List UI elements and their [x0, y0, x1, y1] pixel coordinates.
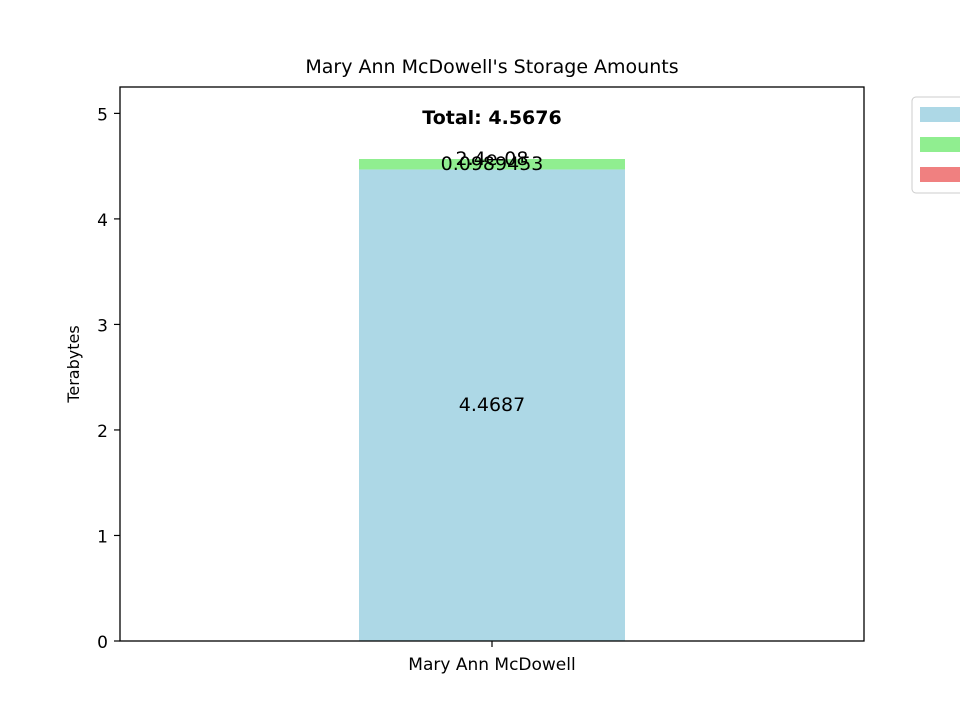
plot-frame [119, 86, 865, 642]
y-tick-label: 2 [97, 422, 108, 442]
y-tick-label: 4 [97, 211, 108, 231]
chart-title: Mary Ann McDowell's Storage Amounts [305, 56, 678, 78]
y-tick-label: 5 [97, 105, 108, 125]
segment-value-label: 4.4687 [459, 394, 525, 416]
y-axis-label: Terabytes [64, 325, 83, 403]
legend-swatch [920, 107, 960, 122]
total-label: Total: 4.5676 [422, 107, 561, 129]
bar-segment [359, 159, 625, 170]
segment-value-label: 2.4e-08 [456, 148, 529, 170]
y-tick-label: 0 [97, 633, 108, 653]
y-tick-label: 1 [97, 527, 108, 547]
bar-segment [359, 169, 625, 642]
legend [911, 96, 960, 194]
segment-value-label: 0.0989453 [441, 153, 544, 175]
y-tick-label: 3 [97, 316, 108, 336]
legend-swatch [920, 137, 960, 152]
legend-swatch [920, 167, 960, 182]
x-tick-label: Mary Ann McDowell [408, 655, 575, 675]
